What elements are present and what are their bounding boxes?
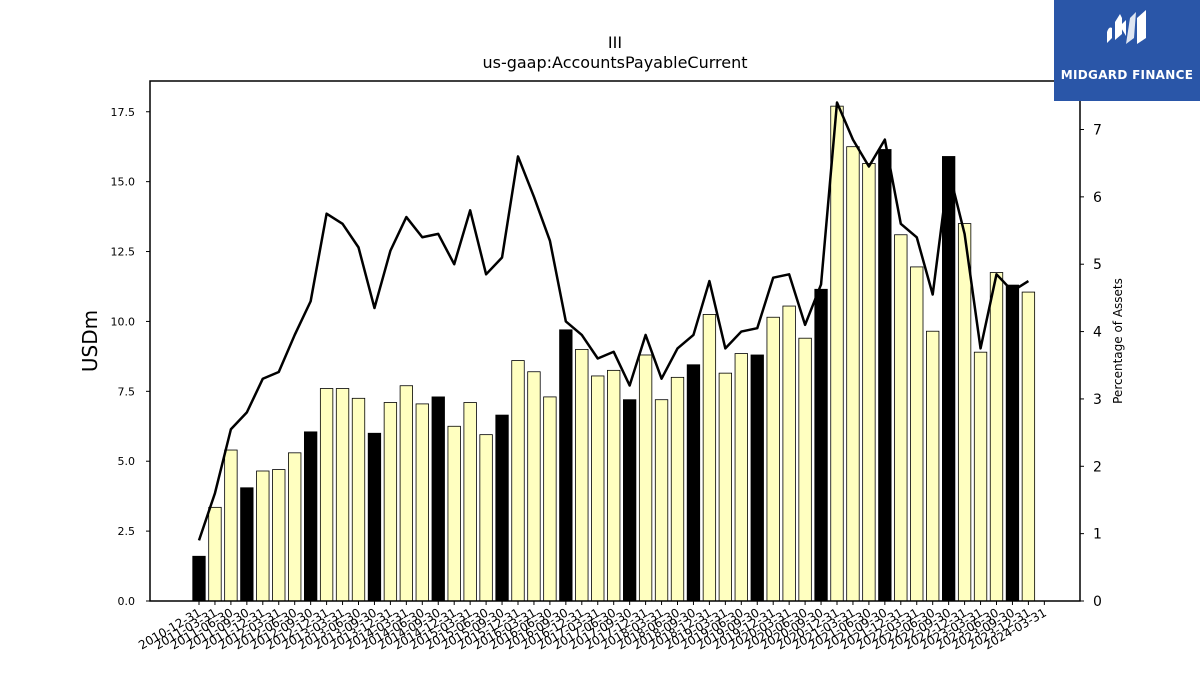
bar	[878, 149, 892, 602]
bar	[607, 369, 621, 602]
bar	[846, 146, 860, 602]
y2-tick-label: 4	[1093, 325, 1102, 341]
y2-tick-label: 0	[1093, 594, 1102, 610]
bar	[814, 288, 828, 602]
y-tick-label: 5.0	[118, 455, 136, 468]
bar	[335, 388, 350, 602]
bar	[288, 452, 302, 602]
y-tick-label: 7.5	[118, 385, 136, 398]
plot-frame	[149, 80, 1081, 602]
bar	[511, 360, 525, 602]
bar	[224, 449, 238, 602]
y2-axis-ticks: 0 1 2 3 4 5 6 7	[1080, 122, 1102, 610]
bar	[942, 156, 956, 602]
bar	[415, 403, 429, 602]
line-path	[197, 101, 1030, 541]
bar	[782, 305, 796, 602]
midgard-m-icon	[1107, 10, 1146, 44]
bar	[894, 234, 908, 602]
bar	[575, 348, 589, 602]
x-axis-ticks: 2010-12-312011-03-312011-06-302011-09-30…	[136, 601, 1049, 652]
y2-tick-label: 2	[1093, 459, 1102, 475]
bar	[495, 414, 509, 602]
y-axis-ticks: 0.0 2.5 5.0 7.5 10.0 12.5 15.0 17.5	[111, 106, 150, 608]
bar	[319, 388, 334, 602]
y-tick-label: 12.5	[111, 246, 136, 259]
y2-tick-label: 7	[1093, 122, 1102, 138]
chart-title: III	[608, 33, 622, 52]
y2-tick-label: 3	[1093, 392, 1102, 408]
bar	[957, 223, 972, 602]
bar	[351, 397, 366, 602]
y2-tick-label: 5	[1093, 257, 1102, 273]
bar	[718, 372, 732, 602]
bar	[383, 402, 398, 602]
bar	[798, 337, 812, 602]
y-tick-label: 0.0	[118, 595, 136, 608]
y2-tick-label: 1	[1093, 527, 1102, 543]
bar	[240, 487, 254, 602]
bar	[623, 399, 637, 602]
bar	[447, 425, 461, 602]
bar	[910, 266, 924, 602]
bar	[559, 329, 573, 602]
bar	[862, 163, 876, 602]
bar	[989, 272, 1004, 602]
bar	[702, 314, 717, 602]
bar	[399, 385, 414, 602]
bar	[686, 364, 701, 602]
bar	[431, 396, 445, 602]
bar	[479, 434, 493, 602]
axes	[149, 80, 1081, 602]
y-tick-label: 2.5	[118, 525, 136, 538]
bar	[272, 469, 286, 602]
bar	[303, 431, 318, 602]
bar	[256, 470, 270, 602]
bar	[543, 396, 557, 602]
y2-axis-label: Percentage of Assets	[1111, 278, 1125, 404]
bar	[527, 371, 541, 602]
chart-subtitle: us-gaap:AccountsPayableCurrent	[482, 53, 747, 72]
y-tick-label: 10.0	[111, 315, 136, 328]
bar	[1005, 284, 1020, 602]
bar	[830, 105, 844, 602]
y-axis-label: USDm	[78, 310, 102, 372]
bar	[766, 316, 780, 602]
bar	[973, 351, 988, 602]
brand-logo: MIDGARD FINANCE	[1054, 0, 1200, 101]
bar	[926, 330, 940, 602]
bar	[670, 376, 685, 602]
y-tick-label: 15.0	[111, 176, 136, 189]
y2-tick-label: 6	[1093, 190, 1102, 206]
bar	[591, 375, 605, 602]
bar	[734, 353, 748, 602]
bar	[463, 402, 477, 602]
bar	[192, 555, 206, 602]
bar	[208, 506, 222, 602]
bar	[654, 399, 669, 602]
brand-name: MIDGARD FINANCE	[1060, 68, 1194, 82]
line-series	[197, 101, 1030, 541]
bar	[750, 354, 764, 602]
bar	[367, 432, 382, 602]
bar	[1021, 291, 1036, 602]
y-tick-label: 17.5	[111, 106, 136, 119]
bar	[638, 354, 653, 602]
